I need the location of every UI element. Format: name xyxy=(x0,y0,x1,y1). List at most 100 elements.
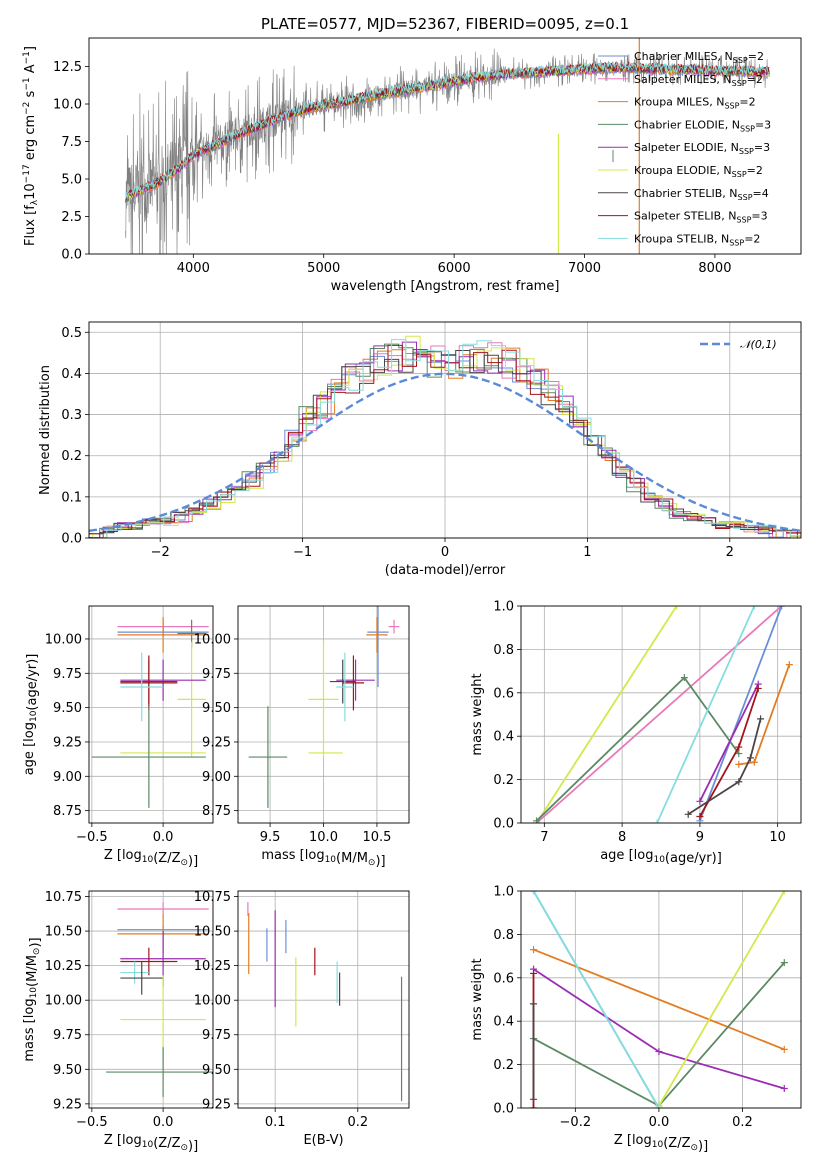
x-tick-label: 0.0 xyxy=(153,830,174,845)
marker xyxy=(780,959,788,967)
x-axis-label: Z [log10(Z/Z⊙)] xyxy=(614,1133,708,1154)
marker xyxy=(780,1084,788,1092)
marker xyxy=(782,592,789,599)
y-tick-label: 0.1 xyxy=(61,490,82,505)
legend-label: Salpeter MILES, NSSP=2 xyxy=(634,73,763,88)
marker xyxy=(530,1104,538,1108)
legend-label: Kroupa MILES, NSSP=2 xyxy=(634,96,756,111)
x-tick-label: −0.2 xyxy=(560,1115,592,1130)
panel-weight_vs_age: 7 8 9 10 0.0 0.2 0.4 0.6 0.8 1.0 age [log10(age/yr… xyxy=(470,537,802,866)
series-line xyxy=(687,718,762,816)
y-tick-label: 9.00 xyxy=(53,770,82,785)
x-tick-label: 7 xyxy=(540,830,548,845)
errorbar-series xyxy=(106,902,213,1097)
marker xyxy=(655,1048,663,1056)
y-tick-label: 8.75 xyxy=(202,804,231,819)
x-axis-label: Z [log10(Z/Z⊙)] xyxy=(104,1133,198,1154)
x-tick-label: −0.5 xyxy=(76,1115,108,1130)
series-line xyxy=(699,683,760,802)
observed-spectrum xyxy=(125,48,770,254)
legend-label: Kroupa STELIB, NSSP=2 xyxy=(634,232,760,247)
y-tick-label: 0.6 xyxy=(493,971,514,986)
figure-title: PLATE=0577, MJD=52367, FIBERID=0095, z=0… xyxy=(261,15,629,33)
y-tick-label: 0.4 xyxy=(61,367,82,382)
x-axis-label: wavelength [Angstrom, rest frame] xyxy=(331,279,560,294)
series-line xyxy=(533,948,785,1051)
y-tick-label: 0.6 xyxy=(493,686,514,701)
y-tick-label: 9.25 xyxy=(53,1097,82,1112)
x-tick-label: 5000 xyxy=(307,261,340,276)
x-tick-label: 0.2 xyxy=(347,1115,368,1130)
marker xyxy=(696,797,704,805)
y-tick-label: 9.25 xyxy=(202,735,231,750)
y-tick-label: 9.75 xyxy=(53,667,82,682)
y-tick-label: 1.0 xyxy=(493,885,514,900)
marker xyxy=(735,750,743,758)
marker xyxy=(757,715,765,723)
x-tick-label: −2 xyxy=(151,545,170,560)
axes-frame xyxy=(520,890,802,1109)
marker xyxy=(680,674,688,682)
y-axis-label: mass weight xyxy=(470,673,485,755)
histogram xyxy=(89,349,798,538)
x-axis-label: mass [log10(M/M⊙)] xyxy=(261,848,385,869)
y-tick-label: 10.50 xyxy=(194,925,231,940)
legend-label: Kroupa ELODIE, NSSP=2 xyxy=(634,164,763,179)
x-tick-label: 0.0 xyxy=(649,1115,670,1130)
x-tick-label: 9.5 xyxy=(260,830,281,845)
y-tick-label: 7.5 xyxy=(61,135,82,150)
x-tick-label: 2 xyxy=(726,545,734,560)
x-tick-label: 9 xyxy=(696,830,704,845)
y-tick-label: 9.50 xyxy=(53,701,82,716)
y-tick-label: 0.2 xyxy=(61,449,82,464)
y-tick-label: 9.50 xyxy=(53,1063,82,1078)
marker xyxy=(735,743,743,751)
normal-curve xyxy=(89,372,801,532)
legend-label: Chabrier STELIB, NSSP=4 xyxy=(634,187,769,202)
marker xyxy=(696,812,704,820)
marker xyxy=(655,1104,663,1108)
panel-weight_vs_Z: −0.2 0.0 0.2 0.0 0.2 0.4 0.6 0.8 1.0 Z [log10(Z/Z… xyxy=(470,885,802,1154)
x-tick-label: 0.0 xyxy=(153,1115,174,1130)
marker xyxy=(684,810,692,818)
y-tick-label: 0.3 xyxy=(61,408,82,423)
y-tick-label: 0.0 xyxy=(493,1102,514,1117)
line-series xyxy=(533,537,793,823)
marker xyxy=(782,537,789,544)
errorbar-series xyxy=(248,606,400,808)
y-tick-label: 10.75 xyxy=(194,890,231,905)
marker xyxy=(746,754,754,762)
y-axis-label: mass [log10(M/M⊙)] xyxy=(22,937,43,1061)
legend-label: Salpeter ELODIE, NSSP=3 xyxy=(634,141,770,156)
panel-age_vs_mass: 9.5 10.0 10.5 8.75 9.00 9.25 9.50 9.75 10.00 mass… xyxy=(194,605,410,869)
x-tick-label: −1 xyxy=(293,545,312,560)
y-tick-label: 9.00 xyxy=(202,770,231,785)
x-tick-label: 0 xyxy=(441,545,449,560)
y-tick-label: 10.25 xyxy=(45,959,82,974)
legend-label: Salpeter STELIB, NSSP=3 xyxy=(634,210,768,225)
series-line xyxy=(535,606,679,823)
x-axis-label: E(B-V) xyxy=(303,1133,343,1148)
x-tick-label: 10.5 xyxy=(362,830,391,845)
series-line xyxy=(658,891,786,1107)
x-tick-label: 8000 xyxy=(698,261,731,276)
y-tick-label: 10.50 xyxy=(45,925,82,940)
axes-frame xyxy=(520,605,802,824)
marker xyxy=(754,684,762,692)
axes-frame xyxy=(88,37,802,255)
y-tick-label: 10.00 xyxy=(45,994,82,1009)
y-tick-label: 0.8 xyxy=(493,928,514,943)
marker xyxy=(533,817,541,823)
histogram xyxy=(89,344,801,538)
y-tick-label: 9.75 xyxy=(53,1028,82,1043)
panel-residuals: −2 −1 0 1 2 0.0 0.1 0.2 0.3 0.4 0.5 (data-model)/er… xyxy=(38,321,802,578)
marker xyxy=(750,758,758,766)
x-tick-label: 0.2 xyxy=(732,1115,753,1130)
y-tick-label: 0.8 xyxy=(493,643,514,658)
y-tick-label: 12.5 xyxy=(53,60,82,75)
y-tick-label: 10.25 xyxy=(194,959,231,974)
legend-label: Chabrier MILES, NSSP=2 xyxy=(634,50,764,65)
y-tick-label: 10.0 xyxy=(53,98,82,113)
x-tick-label: −0.5 xyxy=(76,830,108,845)
